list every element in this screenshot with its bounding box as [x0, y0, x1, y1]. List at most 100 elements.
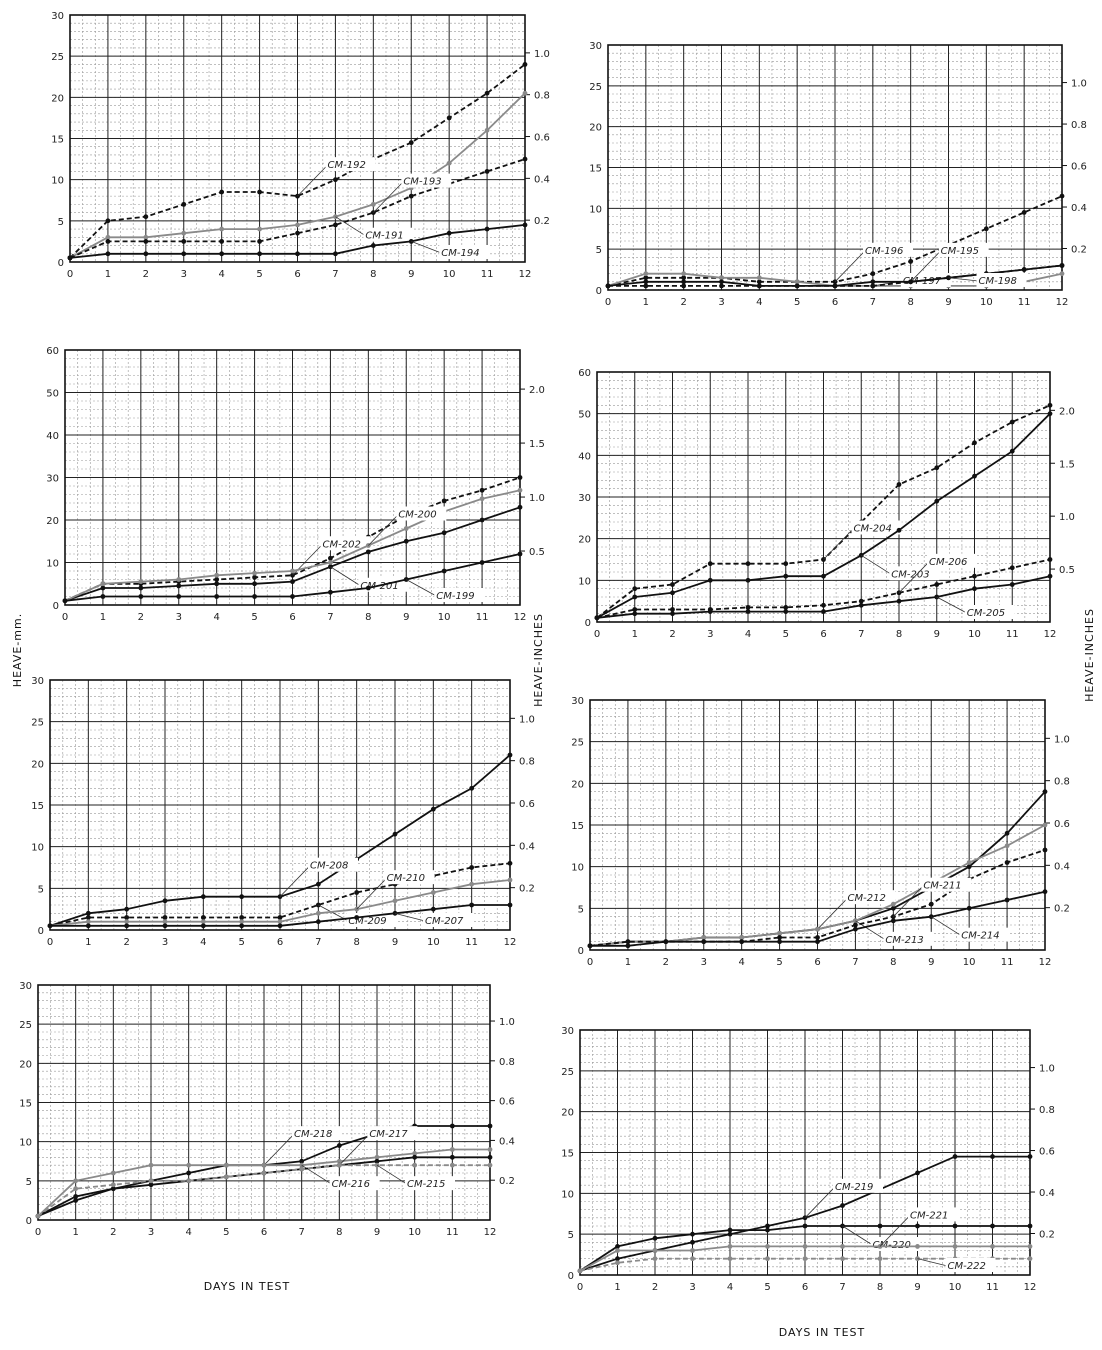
data-point: [412, 1162, 418, 1168]
data-point: [739, 939, 745, 945]
label-leader: [279, 865, 311, 897]
data-point: [252, 574, 257, 580]
data-point: [853, 926, 858, 932]
y2-tick-label: 0.4: [1054, 861, 1070, 872]
right-x-axis-title: DAYS IN TEST: [779, 1326, 866, 1339]
data-point: [777, 930, 782, 936]
data-point: [840, 1244, 845, 1249]
x-tick-label: 5: [794, 297, 800, 308]
label-leader: [842, 1225, 873, 1246]
series-label: CM-204: [854, 524, 892, 535]
data-point: [441, 530, 447, 536]
data-point: [522, 90, 528, 96]
data-point: [652, 1235, 658, 1241]
y-tick-label: 5: [58, 217, 64, 228]
x-tick-label: 5: [256, 269, 262, 280]
data-point: [219, 251, 225, 257]
x-tick-label: 1: [85, 937, 91, 948]
data-point: [124, 906, 130, 912]
data-point: [354, 915, 360, 920]
x-tick-label: 1: [100, 612, 106, 623]
data-point: [966, 905, 972, 911]
y-tick-label: 25: [19, 1020, 32, 1031]
y2-tick-label: 0.8: [519, 757, 535, 768]
label-background: [945, 1258, 996, 1272]
data-point: [143, 251, 149, 257]
series-label: CM-198: [979, 276, 1017, 287]
data-point: [162, 915, 168, 920]
data-point: [652, 1256, 658, 1262]
x-tick-label: 8: [877, 1282, 883, 1293]
data-point: [138, 585, 144, 591]
data-point: [162, 919, 168, 925]
y-tick-label: 25: [31, 718, 44, 729]
data-point: [430, 806, 436, 812]
data-point: [223, 1174, 229, 1180]
y-tick-label: 20: [578, 535, 591, 546]
data-point: [85, 919, 91, 925]
x-tick-label: 7: [327, 612, 333, 623]
data-point: [370, 243, 376, 248]
data-point: [315, 919, 321, 925]
x-tick-label: 1: [614, 1282, 620, 1293]
data-point: [821, 573, 826, 579]
data-point: [124, 919, 130, 925]
data-point: [1027, 1244, 1033, 1249]
data-point: [966, 864, 972, 870]
data-point: [374, 1158, 380, 1164]
data-point: [148, 1182, 154, 1188]
label-background: [964, 605, 1015, 619]
y2-tick-label: 0.2: [1054, 904, 1070, 915]
x-tick-label: 5: [223, 1227, 229, 1238]
data-point: [365, 549, 371, 555]
data-point: [479, 496, 485, 502]
data-point: [484, 90, 490, 96]
data-point: [1009, 448, 1015, 454]
x-tick-label: 11: [986, 1282, 999, 1293]
data-point: [219, 189, 225, 195]
series-label: CM-194: [441, 248, 479, 259]
data-point: [643, 283, 649, 289]
x-tick-label: 4: [738, 957, 744, 968]
y-tick-label: 20: [561, 1108, 574, 1119]
data-point: [1009, 419, 1015, 425]
data-point: [449, 1147, 455, 1152]
label-background: [396, 506, 447, 521]
y2-tick-label: 0.4: [1071, 203, 1087, 214]
x-tick-label: 10: [438, 612, 451, 623]
x-tick-label: 12: [1024, 1282, 1037, 1293]
x-tick-label: 8: [365, 612, 371, 623]
data-point: [479, 560, 485, 565]
data-point: [1027, 1256, 1033, 1262]
x-tick-label: 2: [663, 957, 669, 968]
x-tick-label: 6: [802, 1282, 808, 1293]
data-point: [295, 222, 300, 228]
y2-tick-label: 0.8: [534, 91, 550, 102]
label-leader: [330, 566, 361, 587]
data-point: [85, 910, 91, 916]
data-point: [469, 881, 475, 887]
x-tick-label: 3: [162, 937, 168, 948]
y2-tick-label: 0.2: [1039, 1230, 1055, 1241]
series-label: CM-210: [387, 873, 425, 884]
data-point: [777, 935, 782, 940]
data-point: [487, 1154, 493, 1160]
data-point: [328, 560, 333, 565]
y-tick-label: 5: [38, 884, 44, 895]
x-tick-label: 11: [1006, 629, 1019, 640]
y-tick-label: 20: [46, 516, 59, 527]
right-y-axis-title: HEAVE-INCHES: [1083, 608, 1096, 702]
data-point: [877, 1223, 883, 1229]
data-point: [138, 594, 144, 599]
data-point: [333, 222, 338, 228]
data-point: [783, 605, 789, 610]
data-point: [484, 127, 490, 133]
data-point: [277, 915, 283, 920]
data-point: [412, 1151, 418, 1156]
data-point: [928, 901, 934, 907]
data-point: [783, 609, 789, 614]
y2-tick-label: 2.0: [1059, 406, 1075, 417]
